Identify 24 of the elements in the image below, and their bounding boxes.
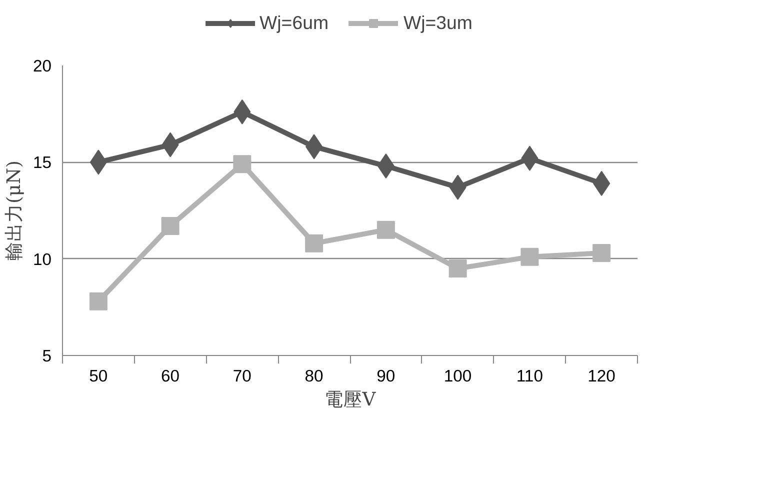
- y-tick-label: 15: [32, 153, 52, 172]
- point: [592, 244, 611, 262]
- point: [89, 292, 108, 310]
- x-tick-label: 60: [161, 366, 180, 386]
- x-tick-label: 110: [516, 366, 543, 386]
- x-axis-title: 電壓V: [324, 390, 376, 410]
- point: [448, 260, 467, 278]
- y-tick-label: 20: [32, 56, 52, 76]
- legend-label: Wj=6um: [260, 12, 328, 34]
- x-tick-label: 50: [89, 366, 108, 386]
- point: [376, 220, 395, 239]
- point: [520, 248, 539, 266]
- x-tick-label: 70: [232, 366, 252, 386]
- point: [161, 216, 180, 235]
- point: [305, 234, 324, 252]
- x-tick-label: 90: [376, 366, 396, 386]
- x-tick-label: 80: [304, 366, 324, 386]
- legend-label: Wj=3um: [404, 12, 472, 34]
- y-tick-label: 5: [42, 346, 52, 366]
- point: [233, 155, 252, 174]
- y-tick-label: 10: [32, 250, 52, 269]
- x-tick-label: 120: [588, 366, 616, 386]
- x-tick-label: 100: [444, 366, 472, 386]
- y-axis-title: 輸出力(μN): [4, 160, 25, 261]
